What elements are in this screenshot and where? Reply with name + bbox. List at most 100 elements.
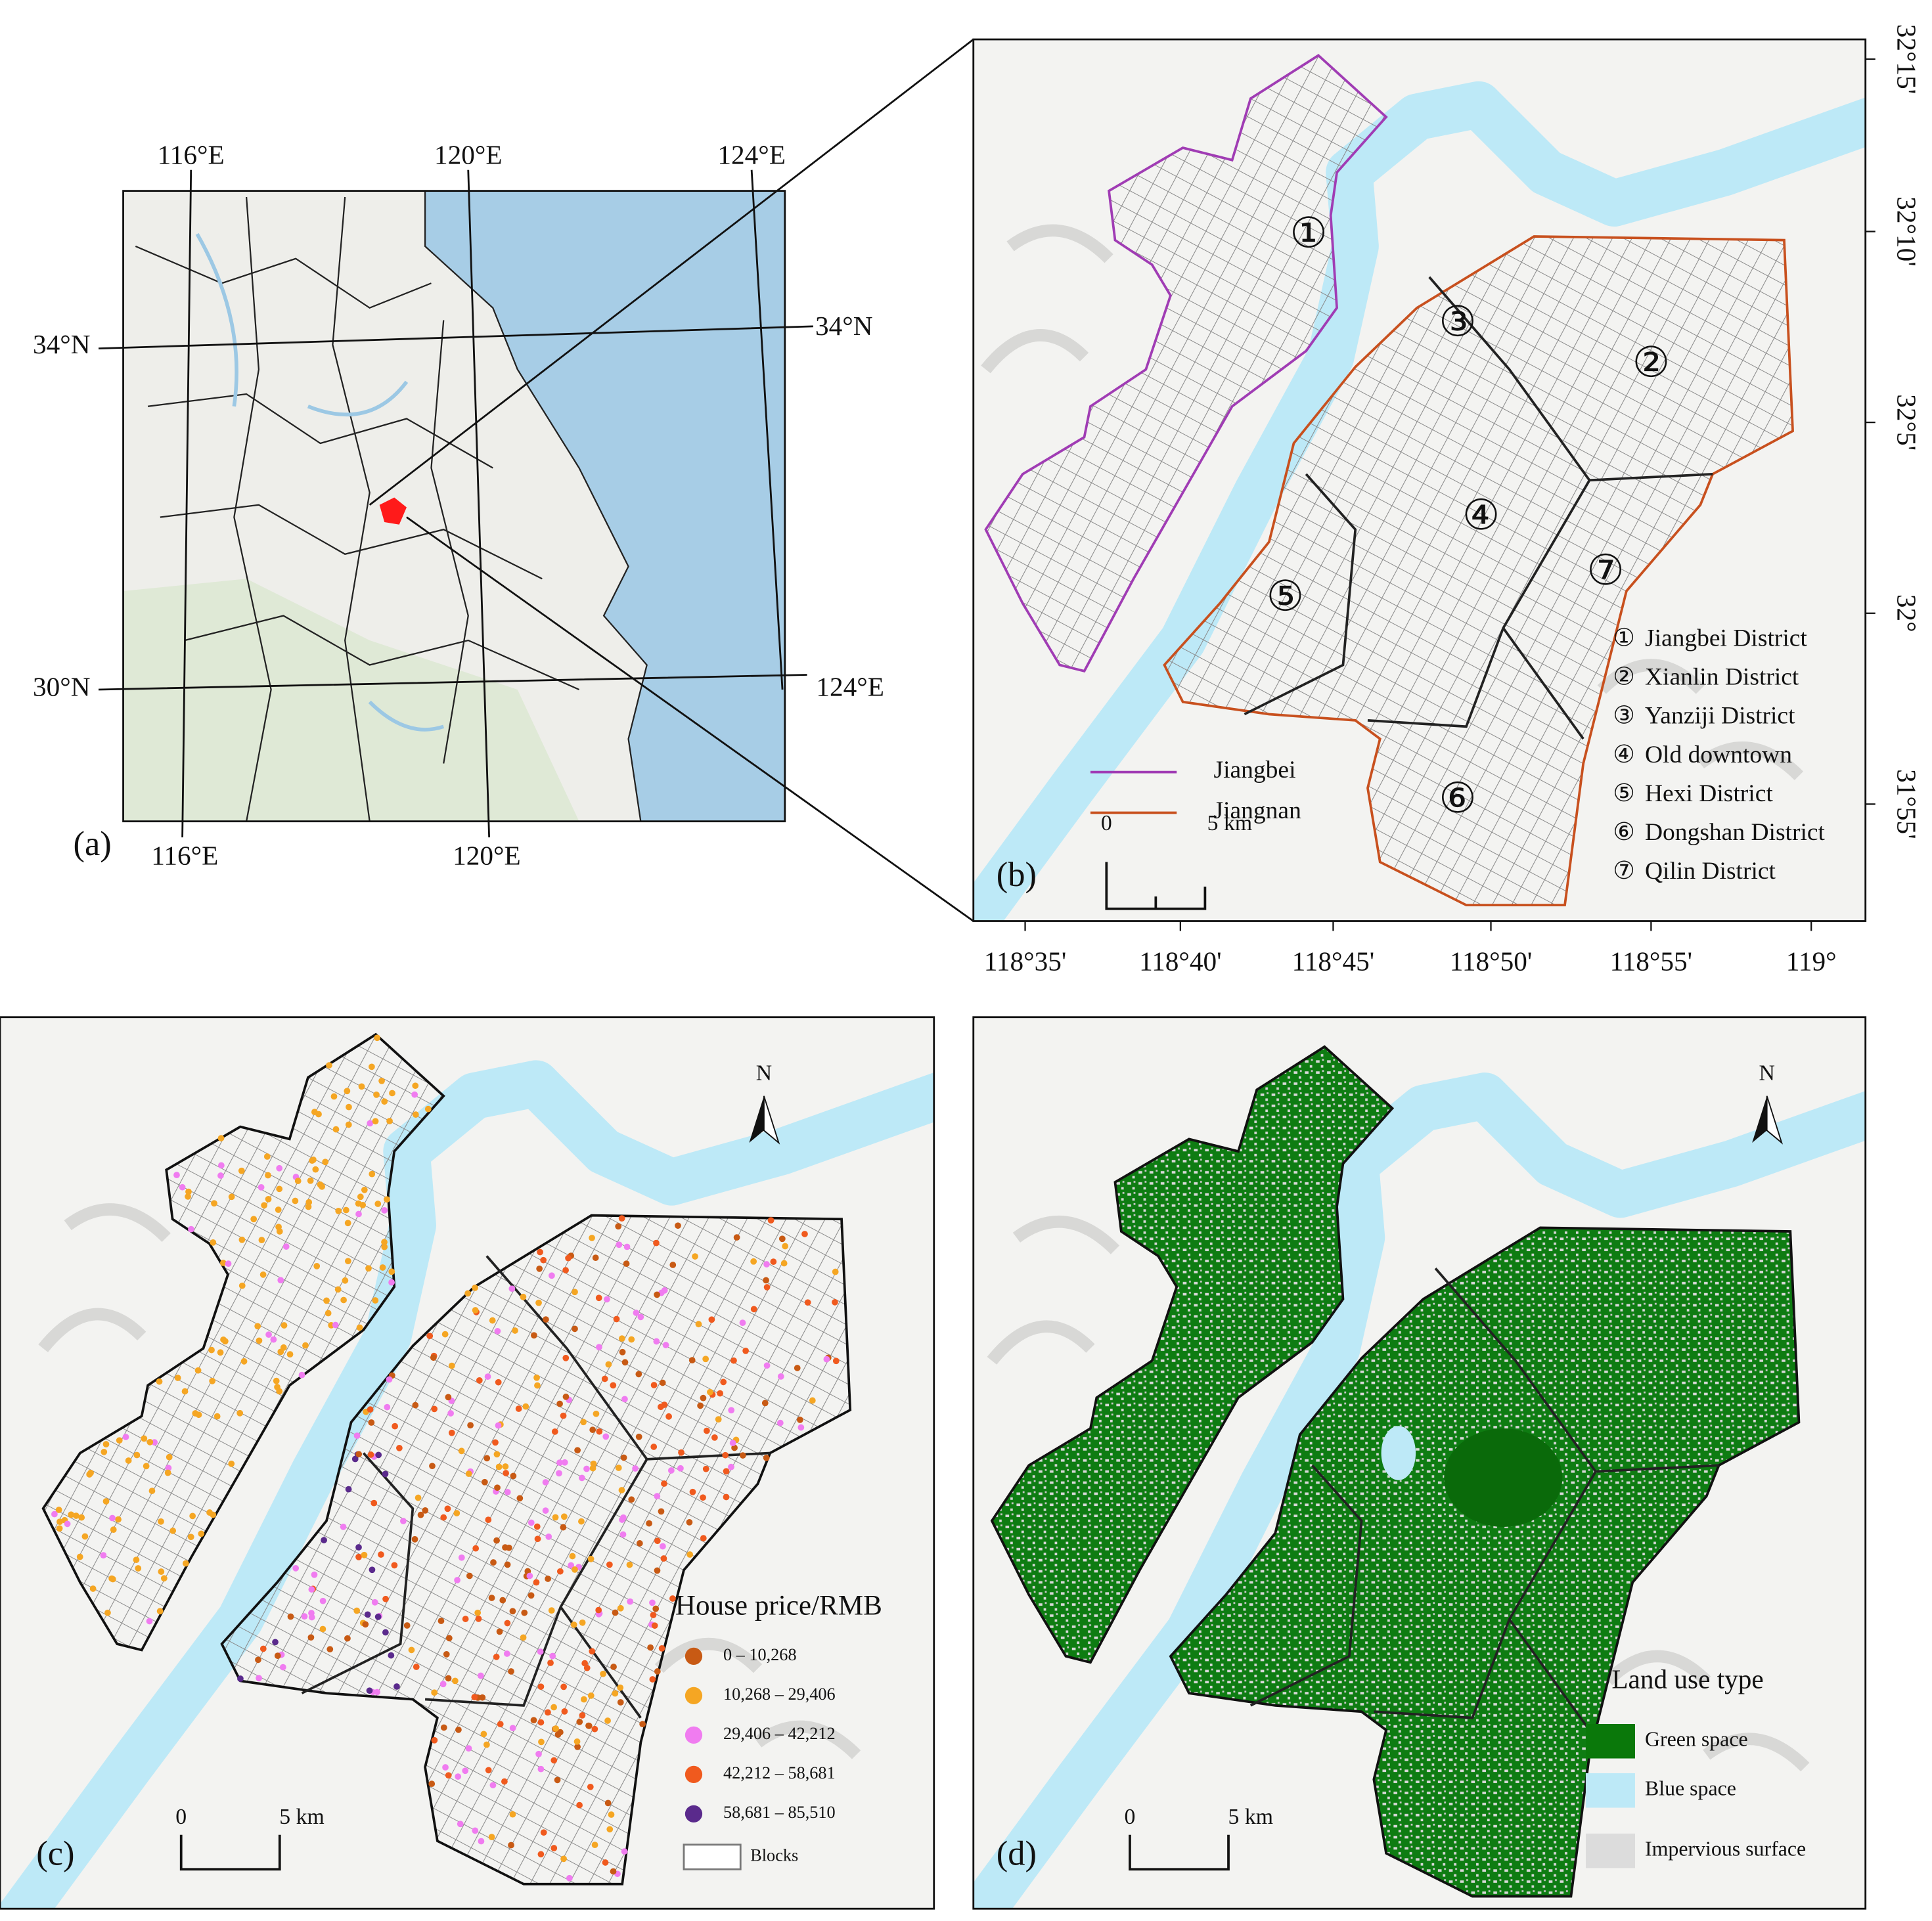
price-point — [550, 1757, 558, 1764]
price-point — [368, 1419, 375, 1426]
price-point — [533, 1579, 540, 1586]
scale-label: 5 km — [1207, 811, 1252, 835]
price-point — [255, 1656, 261, 1664]
price-point — [556, 1568, 564, 1575]
price-point — [587, 1555, 595, 1562]
price-point — [109, 1576, 116, 1583]
jiangbei-boundary — [984, 54, 1388, 673]
district-marker: ① — [1290, 210, 1327, 257]
hillshade — [981, 224, 1804, 780]
price-point — [628, 1336, 635, 1343]
price-point — [675, 1222, 681, 1229]
price-point — [116, 1437, 123, 1444]
price-point — [654, 1537, 661, 1545]
lon-label: 118°40' — [1139, 946, 1222, 977]
price-point — [438, 1618, 445, 1624]
price-point — [441, 1331, 449, 1338]
price-point — [484, 1373, 491, 1380]
price-point — [472, 1284, 478, 1291]
price-point — [715, 1416, 722, 1423]
price-point — [615, 1465, 622, 1471]
price-point — [445, 1635, 453, 1642]
price-point — [550, 1704, 557, 1711]
price-point — [503, 1470, 510, 1476]
price-point — [165, 1465, 172, 1472]
price-point — [728, 1407, 735, 1414]
legend-swatch — [1585, 1724, 1635, 1759]
panel-d-map — [973, 1017, 1866, 1909]
price-point — [610, 1868, 617, 1875]
price-point — [294, 1178, 302, 1184]
price-point — [723, 1468, 730, 1475]
price-point — [217, 1349, 224, 1356]
price-point — [551, 1428, 558, 1435]
price-point — [520, 1293, 527, 1300]
legend-label: Qilin District — [1645, 858, 1776, 885]
price-point — [305, 1203, 312, 1210]
price-point — [355, 1451, 363, 1458]
price-point — [455, 1773, 462, 1780]
price-point — [160, 1575, 168, 1582]
price-point — [344, 1088, 351, 1095]
price-point — [133, 1451, 141, 1459]
price-point — [458, 1447, 465, 1455]
price-point — [411, 1535, 418, 1543]
price-point — [561, 1708, 568, 1715]
price-point — [649, 1676, 656, 1683]
price-point — [617, 1699, 624, 1706]
price-point — [589, 1235, 595, 1241]
price-point — [488, 1834, 495, 1840]
price-point — [702, 1465, 709, 1472]
legend-title: Land use type — [1611, 1664, 1763, 1694]
price-point — [763, 1454, 770, 1461]
price-point — [742, 1348, 750, 1354]
panel-a-map — [123, 190, 785, 822]
price-point — [576, 1801, 583, 1809]
price-point — [608, 1811, 615, 1818]
price-point — [351, 1455, 359, 1463]
price-point — [102, 1441, 110, 1447]
lat-label: 31°55' — [1891, 769, 1921, 839]
price-point — [263, 1153, 271, 1160]
price-point — [650, 1612, 657, 1618]
district-marker: ③ — [1439, 299, 1476, 345]
legend-label: Jiangbei District — [1645, 625, 1807, 652]
price-point — [678, 1449, 685, 1456]
price-point — [530, 1717, 537, 1724]
price-point — [509, 1811, 516, 1818]
scale-label: 0 — [175, 1805, 187, 1829]
price-point — [56, 1525, 63, 1532]
price-point — [477, 1672, 484, 1679]
panel-label: (c) — [36, 1835, 74, 1873]
river — [973, 1072, 1866, 1909]
price-point — [381, 1207, 388, 1214]
district-marker: ② — [1632, 339, 1670, 386]
price-point — [164, 1469, 171, 1476]
price-point — [371, 1599, 378, 1606]
price-point — [545, 1709, 551, 1716]
price-point — [654, 1668, 661, 1675]
price-point — [221, 1338, 229, 1345]
price-point — [731, 1444, 738, 1451]
price-point — [720, 1379, 727, 1386]
price-point — [504, 1561, 511, 1568]
price-point — [763, 1277, 769, 1284]
jiangbei-boundary — [990, 1045, 1395, 1664]
price-point — [776, 1419, 784, 1426]
price-point — [355, 1210, 362, 1218]
price-point — [777, 1373, 784, 1380]
price-point — [89, 1585, 97, 1592]
district-boundary — [301, 1255, 771, 1719]
price-point — [560, 1513, 568, 1520]
price-point — [650, 1382, 658, 1388]
price-point — [125, 1457, 132, 1464]
price-point — [605, 1361, 612, 1368]
legend-swatch — [685, 1687, 703, 1704]
price-point — [209, 1377, 216, 1384]
price-point — [763, 1261, 770, 1268]
hillshade — [38, 1203, 861, 1759]
price-point — [428, 1780, 436, 1787]
price-point — [576, 1718, 583, 1725]
price-point — [355, 1200, 362, 1207]
price-point — [56, 1518, 63, 1525]
